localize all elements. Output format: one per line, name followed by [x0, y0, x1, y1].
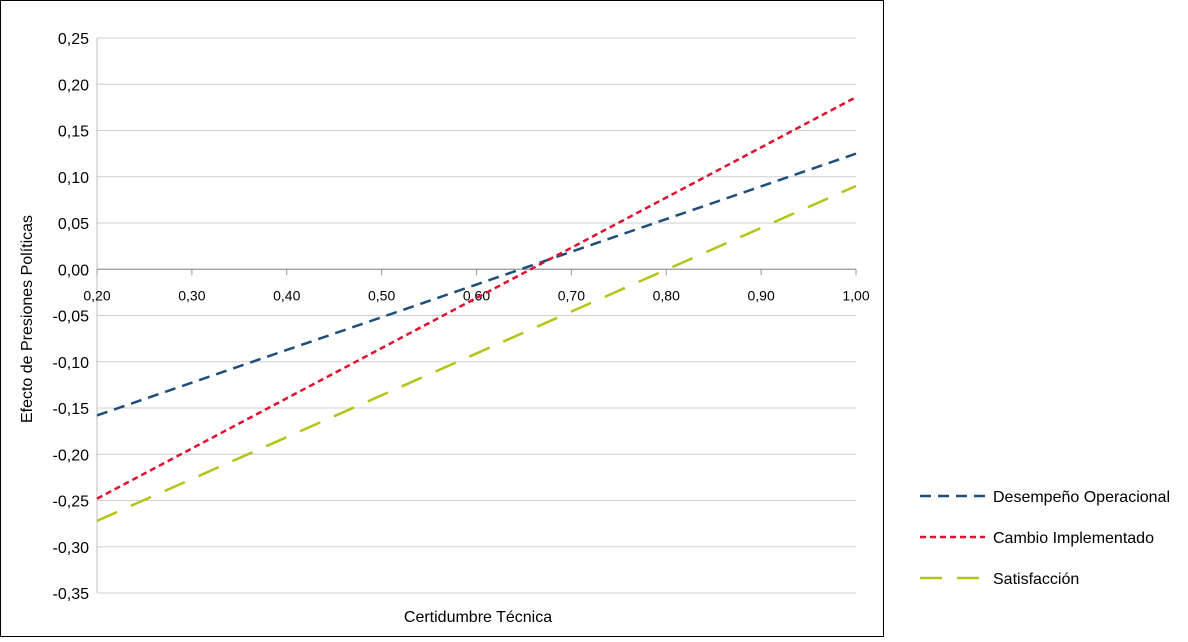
y-tick-label: -0,10	[53, 355, 90, 372]
axes: 0,25 0,20 0,15 0,10 0,05 0,00 -0,05 -0,10 -0,15 -…	[53, 31, 870, 603]
x-tick-label: 0,20	[83, 287, 110, 303]
legend-label: Desempeño Operacional	[993, 489, 1170, 506]
x-tick-label: 0,70	[558, 287, 585, 303]
y-tick-label: 0,25	[58, 31, 89, 48]
legend-label: Cambio Implementado	[993, 530, 1154, 547]
y-tick-label: 0,20	[58, 77, 89, 94]
y-tick-label: -0,20	[53, 447, 90, 464]
y-tick-label: 0,10	[58, 170, 89, 187]
x-tick-label: 0,80	[653, 287, 680, 303]
y-tick-label: -0,25	[53, 494, 90, 511]
x-tick-label: 0,60	[463, 287, 490, 303]
x-axis-title: Certidumbre Técnica	[404, 609, 552, 626]
series-line	[96, 96, 857, 500]
legend-label: Satisfacción	[993, 571, 1079, 588]
series-lines	[96, 96, 857, 522]
y-tick-label: -0,35	[53, 586, 90, 603]
axis-labels: Certidumbre Técnica Efecto de Presiones …	[19, 215, 552, 626]
y-tick-label: -0,30	[53, 540, 90, 557]
x-tick-label: 0,30	[178, 287, 205, 303]
y-tick-label: 0,05	[58, 216, 89, 233]
series-line	[96, 152, 857, 417]
y-axis-title: Efecto de Presiones Políticas	[19, 215, 36, 423]
x-tick-label: 0,40	[273, 287, 300, 303]
chart-border	[0, 0, 884, 637]
series-line	[96, 184, 857, 522]
y-tick-label: 0,15	[58, 124, 89, 141]
y-tick-label: -0,15	[53, 401, 90, 418]
x-tick-label: 1,00	[842, 287, 869, 303]
x-tick-label: 0,90	[748, 287, 775, 303]
y-tick-label: 0,00	[58, 262, 89, 279]
legend: Desempeño Operacional Cambio Implementado…	[920, 489, 1170, 588]
x-tick-label: 0,50	[368, 287, 395, 303]
y-tick-label: -0,05	[53, 309, 90, 326]
